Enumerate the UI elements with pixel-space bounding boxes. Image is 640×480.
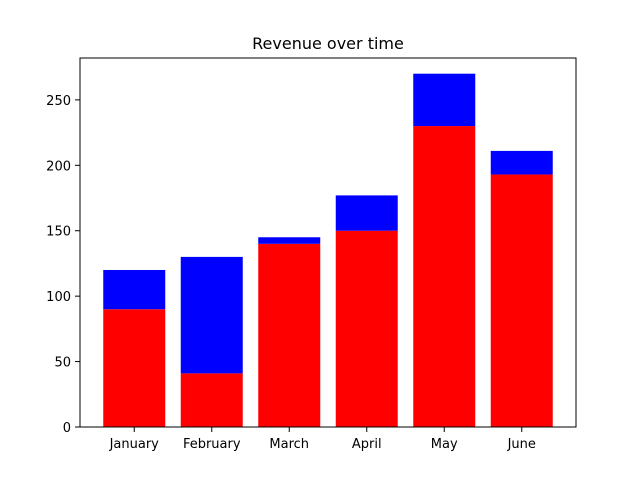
- y-tick-label: 150: [46, 225, 71, 240]
- bar-february-series-2: [180, 256, 243, 374]
- y-tick-label: 250: [46, 94, 71, 109]
- bar-april-series-1: [335, 230, 398, 427]
- x-tick-label: March: [269, 437, 309, 452]
- x-tick-label: January: [109, 437, 160, 452]
- bar-january-series-1: [103, 309, 166, 427]
- bar-june-series-1: [490, 174, 553, 427]
- bar-march-series-2: [258, 237, 321, 244]
- y-tick-label: 0: [63, 421, 71, 436]
- x-tick-label: June: [507, 437, 536, 452]
- bar-june-series-2: [490, 150, 553, 175]
- bar-may-series-1: [413, 126, 476, 428]
- bars: [103, 73, 553, 428]
- bar-march-series-1: [258, 243, 321, 427]
- bar-february-series-1: [180, 373, 243, 427]
- bar-january-series-2: [103, 269, 166, 310]
- plot-frame: [79, 57, 577, 428]
- y-tick-label: 100: [46, 290, 71, 305]
- x-tick-label: February: [183, 437, 241, 452]
- y-tick-label: 50: [54, 356, 71, 371]
- x-axis: January February March April May June: [109, 427, 536, 452]
- chart-title: Revenue over time: [252, 34, 404, 53]
- x-tick-label: April: [352, 437, 382, 452]
- y-axis: 0 50 100 150 200 250: [46, 94, 80, 436]
- bar-may-series-2: [413, 73, 476, 127]
- x-tick-label: May: [431, 437, 458, 452]
- y-tick-label: 200: [46, 159, 71, 174]
- bar-april-series-2: [335, 195, 398, 231]
